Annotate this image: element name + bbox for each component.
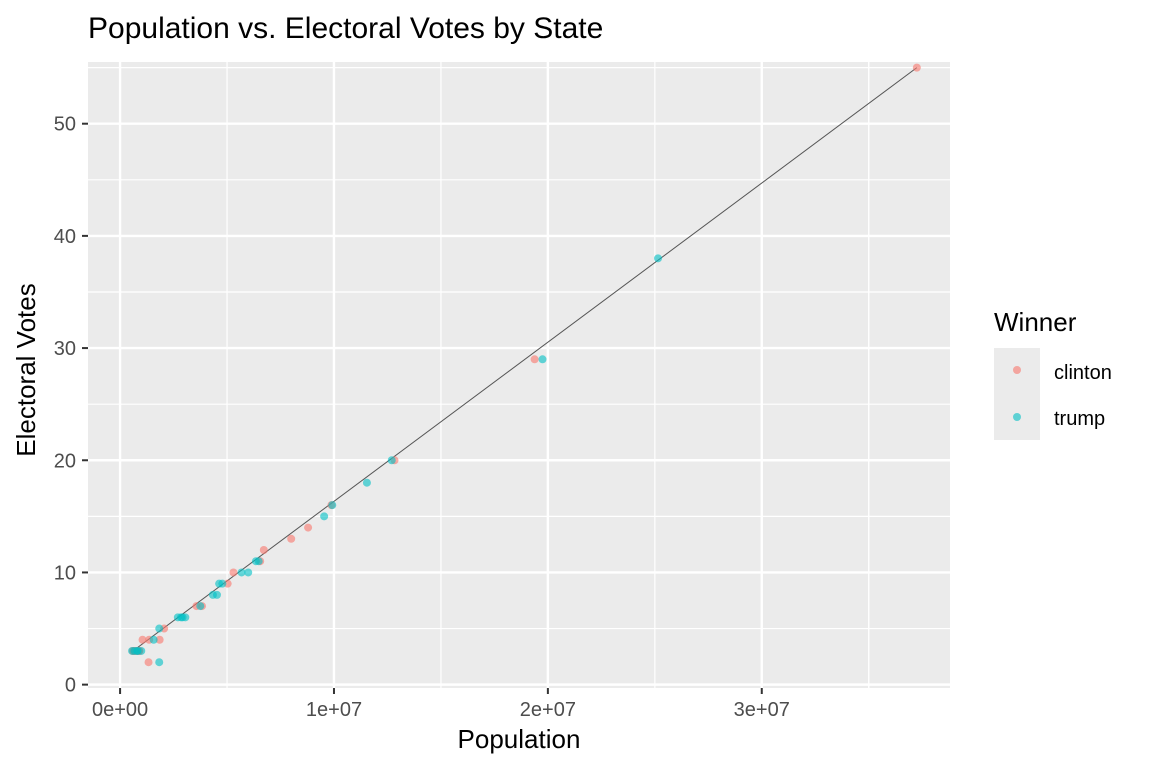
y-tick-label: 0 (65, 675, 76, 697)
data-point-clinton (304, 523, 313, 532)
x-tick-label: 0e+00 (92, 699, 148, 721)
data-point-trump (196, 602, 205, 611)
data-point-trump (149, 635, 158, 644)
y-tick-label: 10 (54, 562, 76, 584)
legend-key-background (994, 348, 1040, 440)
data-point-clinton (155, 635, 164, 644)
x-tick-label: 3e+07 (734, 699, 790, 721)
legend-key-clinton (1013, 366, 1021, 374)
legend-label-clinton: clinton (1054, 362, 1112, 384)
data-point-clinton (144, 658, 153, 667)
data-point-trump (387, 456, 396, 465)
data-point-trump (251, 557, 260, 566)
plot-panel (88, 62, 950, 688)
data-point-trump (538, 355, 547, 364)
data-point-trump (215, 579, 224, 588)
data-point-trump (654, 254, 663, 263)
data-point-trump (237, 568, 246, 577)
data-point-trump (208, 590, 217, 599)
y-tick-label: 30 (54, 338, 76, 360)
x-tick-label: 1e+07 (306, 699, 362, 721)
data-point-clinton (229, 568, 238, 577)
data-point-trump (173, 613, 182, 622)
data-point-trump (362, 478, 371, 487)
data-point-clinton (259, 546, 268, 555)
data-point-trump (155, 624, 164, 633)
x-axis: 0e+00 1e+07 2e+07 3e+07 (92, 688, 790, 721)
data-point-trump (244, 568, 253, 577)
data-point-trump (320, 512, 329, 521)
legend-label-trump: trump (1054, 408, 1105, 430)
data-point-trump (155, 658, 164, 667)
data-point-trump (328, 501, 337, 510)
data-point-trump (128, 646, 137, 655)
y-axis: 0 10 20 30 40 50 (54, 114, 88, 697)
data-point-clinton (912, 63, 921, 72)
legend-title: Winner (994, 307, 1077, 337)
x-tick-label: 2e+07 (520, 699, 576, 721)
data-point-clinton (287, 534, 296, 543)
y-tick-label: 50 (54, 114, 76, 136)
x-axis-title: Population (458, 724, 581, 754)
y-tick-label: 20 (54, 450, 76, 472)
y-tick-label: 40 (54, 226, 76, 248)
series-trump (128, 254, 663, 667)
data-point-clinton (530, 355, 539, 364)
legend: Winner clinton trump (994, 307, 1112, 440)
chart-title: Population vs. Electoral Votes by State (88, 12, 603, 45)
data-point-clinton (138, 635, 147, 644)
y-axis-title: Electoral Votes (11, 283, 41, 456)
legend-key-trump (1013, 413, 1021, 421)
